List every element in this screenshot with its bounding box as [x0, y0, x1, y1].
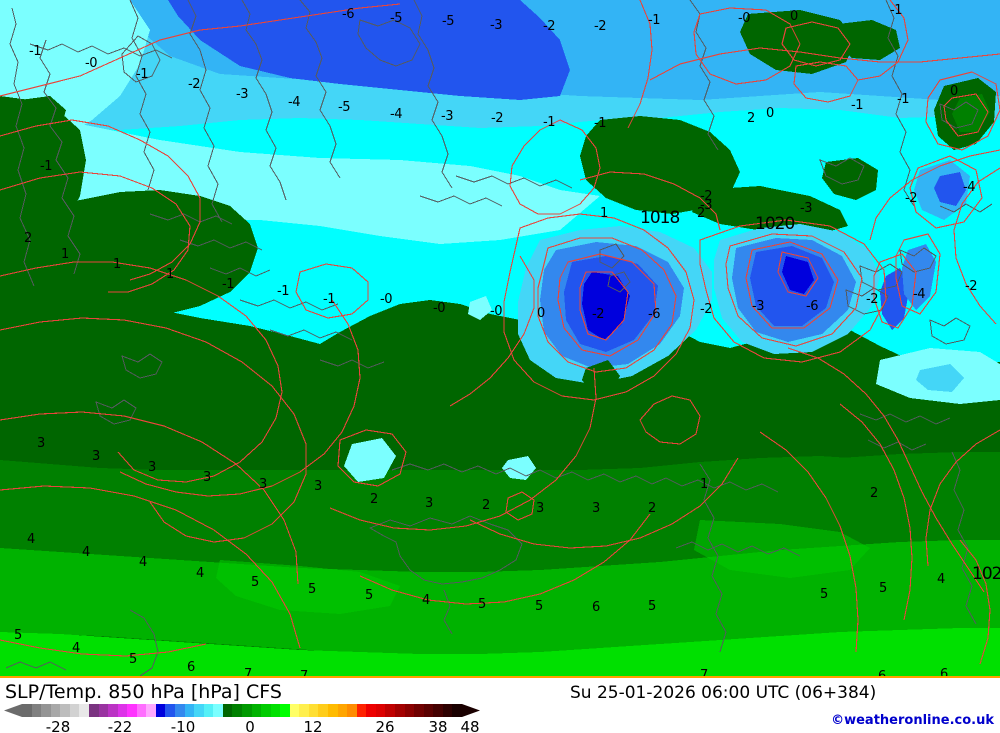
footer-bar: SLP/Temp. 850 hPa [hPa] CFS Su 25-01-202… [0, 676, 1000, 733]
green-patch-right-edge-inner [952, 94, 990, 132]
colorbar-segment-41 [414, 704, 424, 717]
isobars [0, 0, 1000, 665]
colorbar-segment-37 [375, 704, 386, 717]
colorbar-segment-3 [50, 704, 61, 717]
colorbar-segment-30 [308, 704, 319, 717]
colorbar-tick-7: 48 [460, 718, 480, 733]
green-patch-upper-right-1 [580, 116, 740, 214]
colorbar-segment-22 [232, 704, 242, 717]
colorbar-segment-1 [31, 704, 42, 717]
weather-map-canvas[interactable]: -6 -5 -5 -3 -2 -2 -1 -0 0 -1 -1 -4 -5 -4 -3 -2 -1 -1 -1 -0-… [0, 0, 1000, 676]
green-patch-mid-right [822, 158, 878, 200]
colorbar-segment-43 [433, 704, 443, 717]
colorbar-tick-5: 26 [375, 718, 395, 733]
colorbar-left-arrow [4, 704, 22, 717]
colorbar-tick-1: -22 [107, 718, 133, 733]
colorbar-segment-10 [117, 704, 128, 717]
colorbar-tick-3: 0 [245, 718, 255, 733]
colorbar-legend [4, 704, 480, 717]
colorbar-segment-31 [318, 704, 328, 717]
colorbar-segment-25 [261, 704, 271, 717]
colorbar-tick-4: 12 [303, 718, 323, 733]
colorbar-segment-16 [175, 704, 185, 717]
colorbar-segment-18 [194, 704, 204, 717]
colorbar-segment-36 [366, 704, 376, 717]
page-title: SLP/Temp. 850 hPa [hPa] CFS [5, 681, 282, 703]
colorbar-segment-6 [79, 704, 89, 717]
colorbar-segment-11 [127, 704, 137, 717]
colorbar-segment-14 [155, 704, 166, 717]
colorbar-tick-0: -28 [45, 718, 71, 733]
colorbar-segment-0 [22, 704, 32, 717]
colorbar-segment-5 [69, 704, 80, 717]
green-patch-top-right-2 [836, 20, 900, 60]
cold-core-left-deep [582, 272, 630, 340]
temp-green-dark-band [0, 286, 1000, 470]
colorbar-segment-9 [108, 704, 118, 717]
cold-core-right-deep [782, 256, 814, 294]
green-islet-mid [582, 360, 620, 392]
colorbar-segment-2 [41, 704, 51, 717]
colorbar-segment-20 [213, 704, 223, 717]
colorbar-segment-7 [88, 704, 99, 717]
colorbar-segments [22, 704, 462, 717]
colorbar-segment-8 [98, 704, 109, 717]
colorbar-tick-2: -10 [170, 718, 196, 733]
colorbar-segment-17 [184, 704, 195, 717]
colorbar-segment-40 [404, 704, 415, 717]
colorbar-segment-45 [452, 704, 462, 717]
pale-patch-right-inner [916, 364, 964, 392]
colorbar-segment-27 [280, 704, 290, 717]
colorbar-segment-42 [423, 704, 434, 717]
cyan-islet-mid [468, 296, 492, 320]
colorbar-segment-21 [222, 704, 233, 717]
colorbar-segment-15 [165, 704, 175, 717]
colorbar-segment-35 [356, 704, 367, 717]
cyan-inlet-mid-left [344, 438, 396, 482]
temp-bright-lobe-a [216, 560, 400, 614]
colorbar-segment-29 [299, 704, 309, 717]
colorbar-segment-39 [394, 704, 405, 717]
map-raster [0, 0, 1000, 676]
colorbar-segment-33 [337, 704, 348, 717]
cold-sliver-right-1 [880, 268, 910, 330]
temp-green-brightest [0, 628, 1000, 676]
green-patch-upper-right-2 [692, 186, 848, 234]
temp-core-top [250, 0, 450, 76]
colorbar-segment-4 [60, 704, 70, 717]
colorbar-segment-19 [203, 704, 214, 717]
colorbar-segment-13 [146, 704, 156, 717]
colorbar-segment-34 [347, 704, 357, 717]
cyan-inlet-mid [502, 456, 536, 480]
colorbar-segment-28 [289, 704, 300, 717]
temp-green-left [0, 190, 258, 320]
colorbar-segment-38 [385, 704, 395, 717]
colorbar-segment-44 [442, 704, 453, 717]
cold-sliver-right-4 [934, 172, 966, 206]
colorbar-segment-26 [270, 704, 281, 717]
colorbar-right-arrow [462, 704, 480, 717]
colorbar-segment-32 [328, 704, 338, 717]
copyright-credit: ©weatheronline.co.uk [831, 713, 994, 728]
cold-sliver-right-2 [902, 244, 936, 310]
colorbar-segment-23 [241, 704, 252, 717]
colorbar-segment-24 [251, 704, 262, 717]
colorbar-segment-12 [136, 704, 147, 717]
colorbar-tick-labels: -28 -22 -10 0 12 26 38 48 [0, 718, 480, 733]
forecast-datetime: Su 25-01-2026 06:00 UTC (06+384) [570, 683, 877, 703]
colorbar-tick-6: 38 [428, 718, 448, 733]
